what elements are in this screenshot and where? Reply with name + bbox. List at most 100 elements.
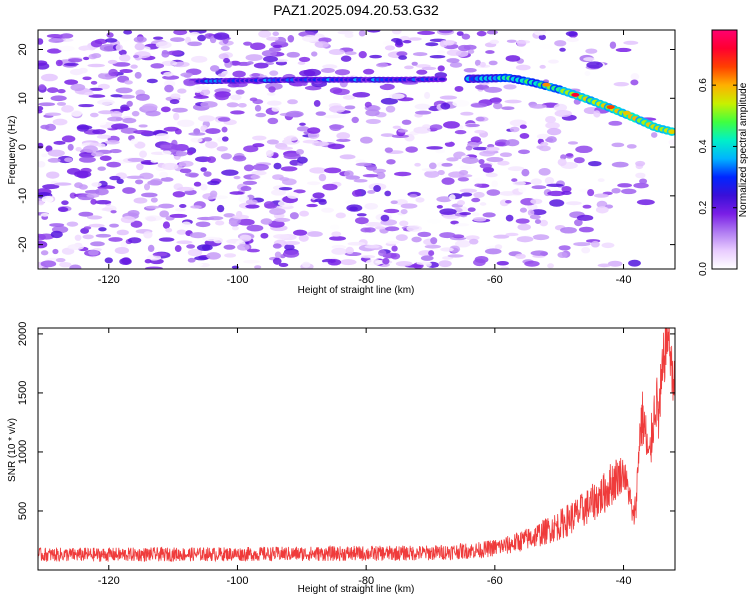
heatmap-cell [623,40,639,45]
heatmap-cell [177,119,195,128]
heatmap-cell [78,103,95,108]
heatmap-cell [463,67,477,73]
heatmap-cell [67,143,74,151]
heatmap-cell [340,55,352,62]
heatmap-cell [203,171,212,177]
heatmap-cell [595,206,609,214]
heatmap-cell [365,259,383,266]
heatmap-cell [507,166,525,172]
heatmap-cell [205,141,218,149]
heatmap-cell [436,205,443,209]
heatmap-cell [334,69,351,76]
heatmap-cell [500,266,510,269]
heatmap-cell [164,84,174,93]
heatmap-cell [372,168,387,174]
heatmap-cell [376,62,389,68]
heatmap-cell [320,68,335,74]
heatmap-cell [186,150,194,156]
heatmap-cell [474,129,486,134]
heatmap-cell [583,57,595,62]
heatmap-cell [179,168,192,174]
heatmap-cell [314,41,330,48]
heatmap-cell [120,216,136,224]
heatmap-cell [75,146,82,152]
heatmap-cell [411,61,418,66]
heatmap-cell [347,241,366,246]
heatmap-cell [285,110,304,118]
heatmap-cell [277,146,294,150]
heatmap-cell [229,191,245,195]
heatmap-cell [380,97,399,105]
heatmap-cell [506,39,517,43]
heatmap-cell [395,234,408,241]
heatmap-cell [145,205,160,209]
heatmap-cell [126,175,145,180]
heatmap-cell [473,258,486,267]
heatmap-cell [195,221,211,228]
snr-frame [37,327,676,571]
heatmap-cell [130,64,138,69]
heatmap-cell [38,60,48,66]
heatmap-cell [98,227,107,232]
heatmap-cell [88,94,106,98]
heatmap-cell [122,117,137,124]
heatmap-cell [152,252,168,257]
heatmap-cell [430,237,438,245]
heatmap-cell [574,219,583,227]
heatmap-cell [329,87,343,94]
heatmap-cell [243,145,259,153]
heatmap-cell [130,220,143,228]
x-tick-label: -80 [358,575,374,587]
heatmap-cell [489,39,500,45]
heatmap-cell [439,208,457,216]
heatmap-cell [232,155,247,162]
heatmap-cell [119,69,133,74]
heatmap-cell [254,265,262,269]
heatmap-cell [474,59,481,67]
heatmap-cell [336,132,351,140]
heatmap-cell [84,91,94,96]
heatmap-cell [114,246,130,255]
heatmap-cell [505,139,520,147]
heatmap-cell [272,44,283,49]
heatmap-cell [352,92,371,98]
heatmap-cell [355,162,372,167]
heatmap-cell [530,209,547,216]
heatmap-cell [261,49,278,57]
heatmap-cell [318,173,327,182]
heatmap-cell [86,193,100,198]
heatmap-cell [40,73,58,82]
heatmap-cell [324,114,342,119]
heatmap-cell [189,31,200,36]
heatmap-cell [274,251,282,259]
heatmap-cell [331,247,348,255]
heatmap-cell [557,251,568,258]
heatmap-cell [235,89,245,95]
heatmap-cell [597,263,611,268]
heatmap-cell [46,87,59,93]
ridge-cell [438,77,446,81]
heatmap-cell [545,121,560,129]
heatmap-cell [289,212,299,220]
heatmap-cell [329,105,346,113]
heatmap-cell [547,263,554,269]
heatmap-cell [437,65,445,72]
heatmap-cell [567,141,579,145]
heatmap-cell [283,240,301,246]
heatmap-cell [136,163,144,171]
heatmap-cell [45,145,53,153]
heatmap-cell [197,34,206,42]
heatmap-cell [533,30,547,36]
heatmap-cell [90,241,105,247]
heatmap-cell [307,127,321,134]
heatmap-cell [187,248,203,257]
heatmap-cell [573,242,591,247]
heatmap-cell [633,182,649,189]
heatmap-cell [470,103,488,108]
heatmap-cell [578,226,594,233]
spectrogram-y-label: Frequency (Hz) [7,116,18,185]
heatmap-cell [515,218,530,224]
heatmap-cell [538,168,551,176]
heatmap-cell [299,210,309,217]
spectrogram-heatmap [38,30,675,269]
